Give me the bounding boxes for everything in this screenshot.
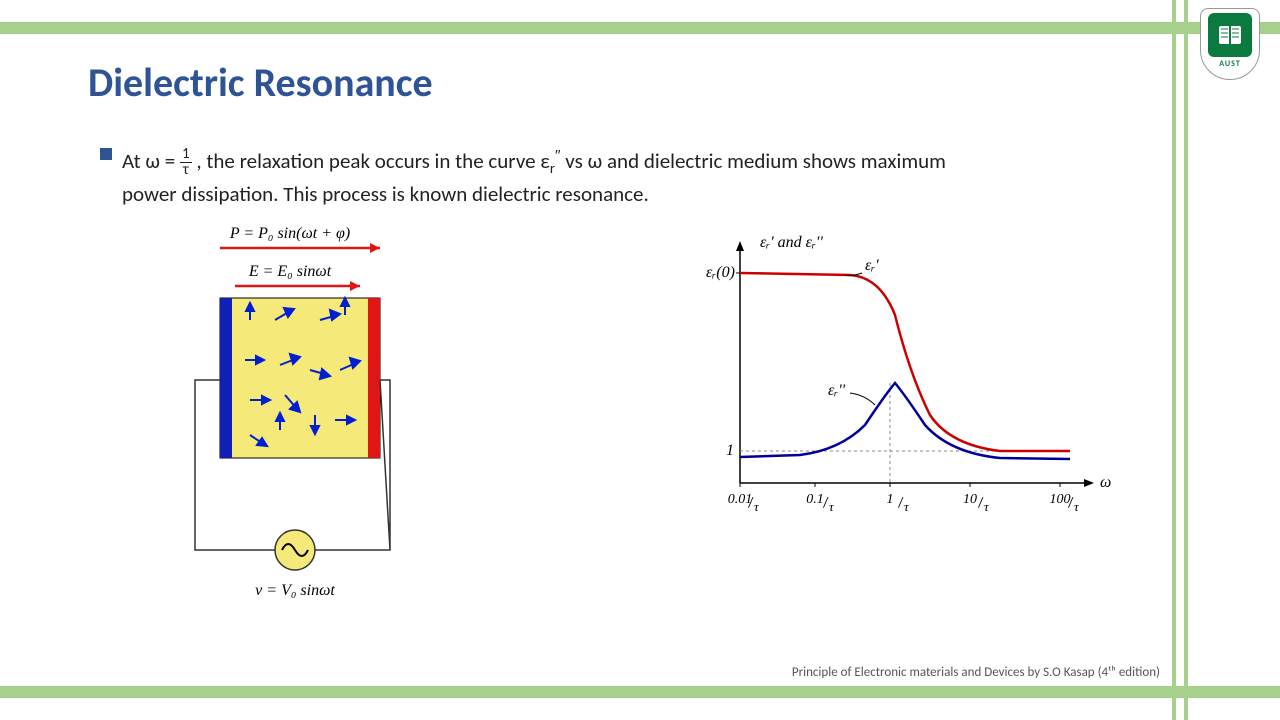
bullet-icon — [100, 148, 112, 160]
svg-text:1: 1 — [887, 492, 894, 507]
y-axis-arrow — [736, 241, 744, 251]
leader-dprime — [850, 393, 875, 405]
svg-text:/: / — [747, 494, 754, 511]
logo-badge: AUST — [1200, 8, 1260, 80]
page-title: Dielectric Resonance — [88, 58, 433, 107]
svg-text:/: / — [1067, 494, 1074, 511]
one-label: 1 — [726, 442, 734, 459]
er0-label: εᵣ(0) — [706, 264, 735, 281]
plate-left — [220, 298, 232, 458]
svg-text:τ: τ — [984, 499, 990, 514]
svg-text:10: 10 — [963, 492, 977, 507]
logo-icon — [1208, 13, 1252, 57]
capacitor-body — [220, 298, 380, 458]
x-axis-arrow — [1084, 479, 1094, 487]
frac-den: τ — [180, 163, 192, 178]
text-1a: At ω = — [122, 148, 180, 174]
svg-text:0.1: 0.1 — [806, 492, 824, 507]
top-bar — [0, 22, 1280, 34]
circuit-figure: P = P₀ sin(ωt + φ) E = E₀ sinωt — [180, 220, 400, 600]
text-2: power dissipation. This process is known… — [122, 181, 649, 207]
resonance-chart: εᵣ' and εᵣ'' εᵣ(0) 1 εᵣ' εᵣ'' ω 0.01τ/0.… — [700, 235, 1120, 555]
fraction: 1 τ — [180, 147, 192, 178]
stripe-1 — [1184, 0, 1188, 720]
logo-text: AUST — [1201, 59, 1259, 69]
text-1c: vs ω and dielectric medium shows maximum — [565, 148, 946, 174]
curve-dprime — [740, 383, 1070, 459]
svg-text:τ: τ — [829, 499, 835, 514]
svg-text:τ: τ — [904, 499, 910, 514]
footer-citation: Principle of Electronic materials and De… — [792, 665, 1160, 680]
svg-text:τ: τ — [754, 499, 760, 514]
ylabel: εᵣ' and εᵣ'' — [760, 235, 823, 251]
body-text: At ω = 1 τ , the relaxation peak occurs … — [122, 144, 1122, 211]
text-1b: , the relaxation peak occurs in the curv… — [196, 148, 550, 174]
eq-P: P = P₀ sin(ωt + φ) — [229, 225, 350, 242]
plate-right — [368, 298, 380, 458]
svg-text:/: / — [977, 494, 984, 511]
eq-E: E = E₀ sinωt — [248, 263, 332, 280]
sup-dp: ′′ — [555, 146, 561, 164]
svg-text:τ: τ — [1074, 499, 1080, 514]
e-arrow-head — [350, 281, 360, 291]
svg-text:/: / — [897, 494, 904, 511]
er-dprime-label: εᵣ'' — [828, 382, 846, 399]
er-prime-label: εᵣ' — [865, 257, 879, 274]
curve-prime — [740, 273, 1070, 451]
eq-V: v = V₀ sinωt — [255, 582, 335, 599]
bottom-bar — [0, 686, 1280, 698]
svg-text:/: / — [822, 494, 829, 511]
xlabel: ω — [1100, 474, 1111, 491]
stripe-2 — [1172, 0, 1176, 720]
p-arrow-head — [370, 243, 380, 253]
xticks: 0.01τ/0.1τ/1τ/10τ/100τ/ — [728, 483, 1080, 514]
